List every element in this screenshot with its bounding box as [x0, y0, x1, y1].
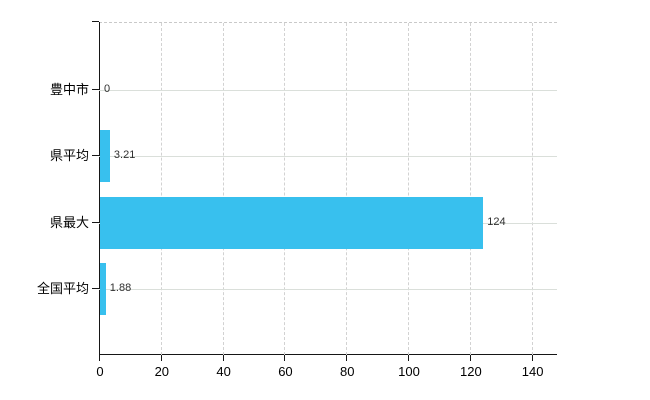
value-label: 3.21 — [113, 149, 136, 162]
x-tick-label: 40 — [216, 364, 231, 379]
y-axis-line — [99, 22, 100, 355]
x-tick-label: 120 — [459, 364, 482, 379]
vertical-gridline — [160, 23, 162, 355]
x-tick-label: 140 — [521, 364, 544, 379]
y-axis-tick — [92, 88, 99, 90]
x-axis-tick — [408, 355, 410, 361]
x-axis-tick — [99, 355, 100, 361]
vertical-gridline — [222, 23, 224, 355]
x-tick-label: 100 — [398, 364, 420, 379]
category-label: 豊中市 — [49, 81, 89, 97]
value-label: 0 — [104, 82, 111, 95]
x-tick-label: 60 — [278, 364, 293, 379]
horizontal-gridline — [99, 289, 557, 291]
x-axis-tick — [222, 355, 224, 361]
vertical-gridline — [408, 23, 410, 355]
x-tick-label: 80 — [339, 364, 355, 379]
x-axis-tick — [469, 355, 471, 361]
value-label: 124 — [487, 215, 506, 228]
category-label: 県平均 — [49, 148, 89, 164]
y-axis-tick — [92, 221, 99, 223]
x-axis-tick — [284, 355, 286, 361]
x-tick-label: 0 — [96, 364, 104, 379]
x-axis-tick — [346, 355, 348, 361]
x-axis-tick — [160, 355, 162, 361]
vertical-gridline — [531, 23, 533, 355]
vertical-gridline — [284, 23, 286, 355]
horizontal-gridline — [99, 89, 557, 91]
bar — [100, 263, 106, 316]
vertical-gridline — [346, 23, 348, 355]
y-axis-tick — [92, 288, 99, 290]
plot-area — [99, 22, 557, 355]
x-axis-tick — [531, 355, 533, 361]
y-axis-tick — [92, 155, 99, 157]
y-axis-top-tick — [92, 21, 99, 22]
value-label: 1.88 — [109, 282, 132, 295]
x-axis-line — [99, 354, 557, 355]
x-tick-label: 20 — [154, 364, 170, 379]
category-label: 全国平均 — [36, 281, 89, 297]
vertical-gridline — [469, 23, 471, 355]
horizontal-gridline — [99, 156, 557, 158]
bar — [100, 130, 110, 183]
bar — [100, 196, 484, 249]
category-label: 県最大 — [49, 214, 89, 230]
